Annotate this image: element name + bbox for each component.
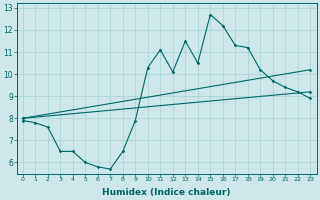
X-axis label: Humidex (Indice chaleur): Humidex (Indice chaleur) (102, 188, 231, 197)
